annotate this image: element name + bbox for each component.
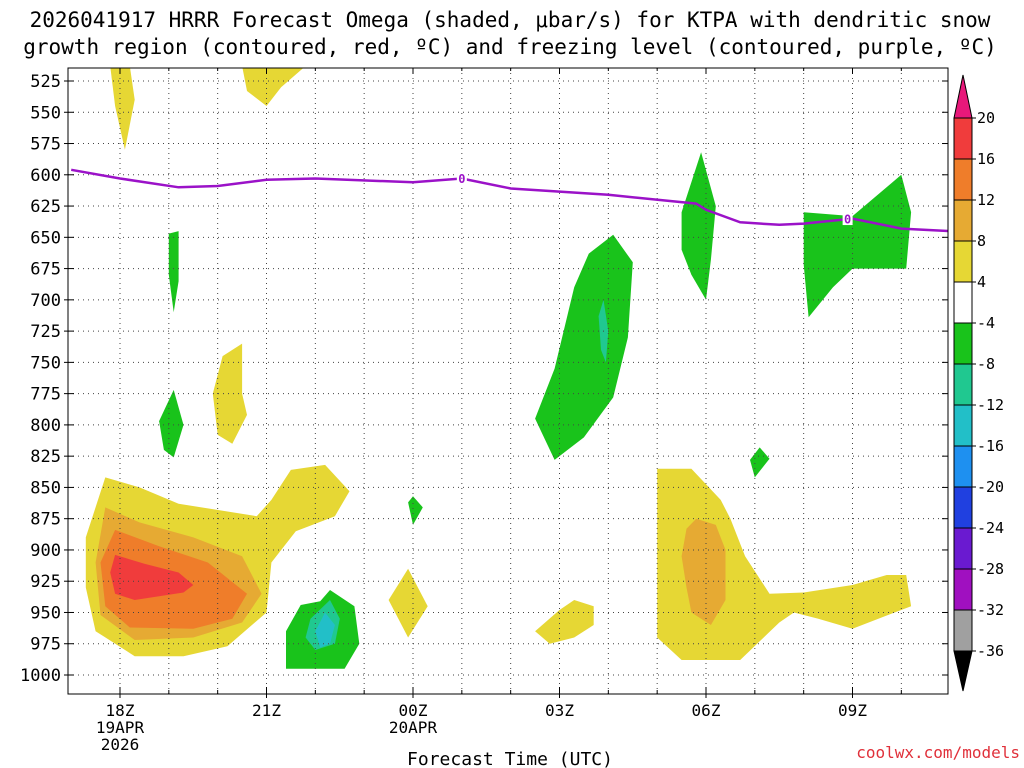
omega-region-pos-4-525-b xyxy=(242,68,304,106)
plot-frame xyxy=(67,67,949,695)
colorbar-swatch--24_-20 xyxy=(953,486,973,529)
colorbar-label-1: 16 xyxy=(977,150,995,168)
x-tick-label-0-2: 2026 xyxy=(101,735,140,754)
omega-region-neg-4-g xyxy=(750,447,770,478)
x-tick-label-0-1: 19APR xyxy=(96,718,145,737)
y-tick-label-975: 975 xyxy=(30,635,61,655)
colorbar-label-0: 20 xyxy=(977,109,995,127)
x-tick-label-6-1: 20APR xyxy=(389,718,438,737)
chart-gridlines xyxy=(68,68,948,694)
colorbar-swatch-8_12 xyxy=(953,199,973,242)
omega-region-neg-4-d xyxy=(408,496,423,525)
y-tick-label-550: 550 xyxy=(30,103,61,123)
colorbar-swatch--16_-12 xyxy=(953,404,973,447)
x-tick-label-15-0: 09Z xyxy=(838,701,867,720)
colorbar-swatch-4_8 xyxy=(953,240,973,283)
y-tick-label-775: 775 xyxy=(30,385,61,405)
colorbar-label-3: 8 xyxy=(977,232,986,250)
colorbar-bottom-arrow xyxy=(953,650,973,692)
colorbar-swatch--20_-16 xyxy=(953,445,973,488)
y-tick-label-600: 600 xyxy=(30,166,61,186)
colorbar-label-4: 4 xyxy=(977,273,986,291)
colorbar-swatch-12_16 xyxy=(953,158,973,201)
y-tick-label-525: 525 xyxy=(30,72,61,92)
colorbar-swatch--4_4 xyxy=(953,281,973,324)
freezing-level-label-1: 0 xyxy=(844,213,851,227)
y-tick-label-650: 650 xyxy=(30,228,61,248)
y-tick-label-700: 700 xyxy=(30,291,61,311)
credit-text: coolwx.com/models xyxy=(856,743,1020,762)
omega-region-neg-12-c xyxy=(315,612,335,648)
colorbar-swatch--8_-4 xyxy=(953,322,973,365)
y-axis-ticks: 525 550 575 600 625 650 675 700 725 750 775 800 825 8… xyxy=(20,72,948,686)
y-tick-label-875: 875 xyxy=(30,510,61,530)
omega-region-pos-4-mid xyxy=(388,568,428,638)
colorbar-label-5: -4 xyxy=(977,314,995,332)
freezing-label-bg xyxy=(842,212,853,226)
y-tick-label-625: 625 xyxy=(30,197,61,217)
x-tick-label-9-0: 03Z xyxy=(545,701,574,720)
y-tick-label-825: 825 xyxy=(30,447,61,467)
omega-region-pos-4-upper-left xyxy=(212,343,247,444)
omega-region-neg-4-h xyxy=(803,174,912,318)
y-tick-label-1000: 1000 xyxy=(20,666,61,686)
colorbar-swatch--12_-8 xyxy=(953,363,973,406)
omega-region-neg-4-f xyxy=(681,152,716,300)
y-tick-label-575: 575 xyxy=(30,135,61,155)
colorbar-swatch-16_20 xyxy=(953,117,973,160)
colorbar-label-2: 12 xyxy=(977,191,995,209)
omega-region-pos-16-low-left xyxy=(110,554,194,600)
x-tick-label-12-0: 06Z xyxy=(692,701,721,720)
omega-region-neg-4-b xyxy=(159,389,184,458)
x-axis-label: Forecast Time (UTC) xyxy=(407,749,613,768)
colorbar-top-arrow xyxy=(953,74,973,119)
omega-region-pos-8-right xyxy=(681,518,726,625)
freezing-level-layer: 00 xyxy=(70,168,948,233)
colorbar-label-12: -32 xyxy=(977,601,1004,619)
y-tick-label-725: 725 xyxy=(30,322,61,342)
colorbar-label-11: -28 xyxy=(977,560,1004,578)
colorbar: 20 16 12 8 4 -4 -8 -12 -16 -20 -24 -28 -32 -36 xyxy=(953,74,1004,692)
y-tick-label-850: 850 xyxy=(30,478,61,498)
omega-shaded-regions xyxy=(85,68,912,669)
x-tick-label-0-0: 18Z xyxy=(106,701,135,720)
colorbar-label-8: -16 xyxy=(977,437,1004,455)
y-tick-label-925: 925 xyxy=(30,572,61,592)
omega-region-neg-4-a xyxy=(168,231,179,313)
colorbar-label-9: -20 xyxy=(977,478,1004,496)
x-tick-label-3-0: 21Z xyxy=(252,701,281,720)
colorbar-swatch--36_-32 xyxy=(953,609,973,652)
freezing-label-bg xyxy=(456,171,467,185)
x-tick-label-6-0: 00Z xyxy=(399,701,428,720)
omega-region-pos-4-right xyxy=(657,468,912,660)
y-tick-label-750: 750 xyxy=(30,353,61,373)
colorbar-swatch--28_-24 xyxy=(953,527,973,570)
omega-region-pos-4-mid2 xyxy=(535,600,594,644)
chart-title-line1: 2026041917 HRRR Forecast Omega (shaded, … xyxy=(30,8,991,32)
colorbar-label-10: -24 xyxy=(977,519,1004,537)
omega-region-pos-4-525-a xyxy=(110,68,135,150)
freezing-level-label-0: 0 xyxy=(458,172,465,186)
colorbar-label-13: -36 xyxy=(977,642,1004,660)
y-tick-label-900: 900 xyxy=(30,541,61,561)
colorbar-label-7: -12 xyxy=(977,396,1004,414)
y-tick-label-950: 950 xyxy=(30,603,61,623)
freezing-level-line xyxy=(70,168,948,233)
colorbar-swatch--32_-28 xyxy=(953,568,973,611)
y-tick-label-675: 675 xyxy=(30,260,61,280)
y-tick-label-800: 800 xyxy=(30,416,61,436)
colorbar-label-6: -8 xyxy=(977,355,995,373)
chart-title-line2: growth region (contoured, red, ºC) and f… xyxy=(23,35,997,59)
